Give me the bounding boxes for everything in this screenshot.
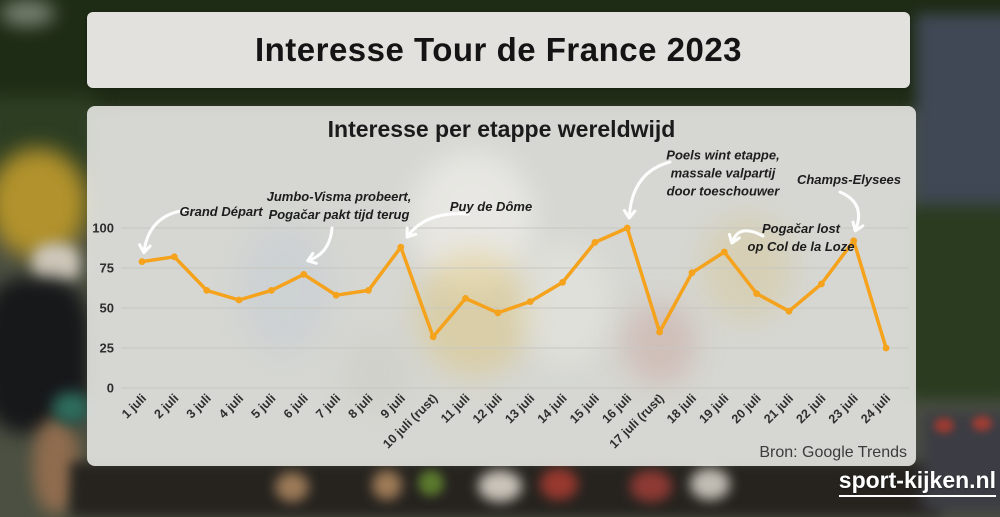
photo-bottom-white-2 bbox=[690, 468, 730, 500]
chart-panel: Interesse per etappe wereldwijd 0 25 50 75 1… bbox=[87, 106, 916, 466]
photo-yellow-jersey-left bbox=[0, 148, 88, 258]
ghost-yellow-jersey bbox=[417, 251, 532, 376]
svg-text:20 juli: 20 juli bbox=[729, 391, 764, 426]
photo-bottom-skin-1 bbox=[275, 472, 309, 502]
photo-bike-teal bbox=[52, 392, 90, 424]
svg-text:24 juli: 24 juli bbox=[858, 391, 893, 426]
svg-text:22 juli: 22 juli bbox=[794, 391, 829, 426]
photo-bottom-red-2 bbox=[630, 470, 672, 502]
annotation-puy-de-dome: Puy de Dôme bbox=[449, 198, 533, 214]
svg-text:15 juli: 15 juli bbox=[567, 391, 602, 426]
svg-text:4 juli: 4 juli bbox=[216, 391, 246, 421]
svg-text:12 juli: 12 juli bbox=[470, 391, 505, 426]
svg-text:14 juli: 14 juli bbox=[535, 391, 570, 426]
svg-text:75: 75 bbox=[100, 261, 114, 276]
page-title: Interesse Tour de France 2023 bbox=[254, 31, 743, 68]
svg-text:11 juli: 11 juli bbox=[438, 391, 472, 425]
svg-text:18 juli: 18 juli bbox=[664, 391, 699, 426]
photo-right-helmet-1 bbox=[934, 418, 954, 433]
photo-bottom-red-1 bbox=[540, 468, 578, 500]
ghost-red-bits bbox=[622, 301, 697, 386]
photo-bottom-skin-2 bbox=[372, 470, 402, 500]
svg-text:8 juli: 8 juli bbox=[346, 391, 376, 421]
annotation-jumbo-visma: Jumbo-Visma probeert, Pogačar pakt tijd … bbox=[266, 188, 412, 222]
title-banner: Interesse Tour de France 2023 bbox=[87, 12, 910, 88]
photo-sky-right bbox=[916, 14, 1000, 229]
svg-text:1 juli: 1 juli bbox=[119, 391, 149, 421]
svg-text:19 juli: 19 juli bbox=[696, 391, 731, 426]
svg-text:0: 0 bbox=[107, 381, 114, 396]
annotation-champs-elysees: Champs-Elysees bbox=[796, 171, 902, 187]
chart-title: Interesse per etappe wereldwijd bbox=[327, 116, 676, 142]
svg-text:100: 100 bbox=[92, 221, 114, 236]
svg-text:5 juli: 5 juli bbox=[248, 391, 278, 421]
svg-text:2 juli: 2 juli bbox=[151, 391, 181, 421]
annotation-pogacar-lost: Pogačar lost op Col de la Loze bbox=[747, 220, 855, 254]
annotation-poels: Poels wint etappe, massale valpartij doo… bbox=[666, 147, 780, 200]
svg-text:7 juli: 7 juli bbox=[313, 391, 343, 421]
svg-text:50: 50 bbox=[100, 301, 114, 316]
svg-text:21 juli: 21 juli bbox=[761, 391, 796, 426]
photo-bottom-white-1 bbox=[478, 470, 522, 502]
svg-text:6 juli: 6 juli bbox=[281, 391, 311, 421]
photo-right-helmet-2 bbox=[972, 416, 992, 431]
source-label: Bron: Google Trends bbox=[759, 444, 907, 461]
svg-text:23 juli: 23 juli bbox=[826, 391, 861, 426]
ghost-rider-blue bbox=[237, 221, 332, 356]
svg-text:9 juli: 9 juli bbox=[378, 391, 408, 421]
watermark-site: sport-kijken.nl bbox=[838, 467, 996, 497]
svg-text:3 juli: 3 juli bbox=[184, 391, 214, 421]
photo-bottom-bottle bbox=[418, 470, 444, 496]
annotation-grand-depart: Grand Départ bbox=[179, 203, 263, 219]
svg-text:13 juli: 13 juli bbox=[502, 391, 537, 426]
line-chart: 0 25 50 75 100 1 juli 2 juli 3 juli 4 juli 5 juli… bbox=[92, 160, 909, 451]
svg-text:25: 25 bbox=[100, 341, 114, 356]
photo-sky-sliver bbox=[0, 0, 55, 26]
photo-trees-right bbox=[905, 205, 1000, 400]
